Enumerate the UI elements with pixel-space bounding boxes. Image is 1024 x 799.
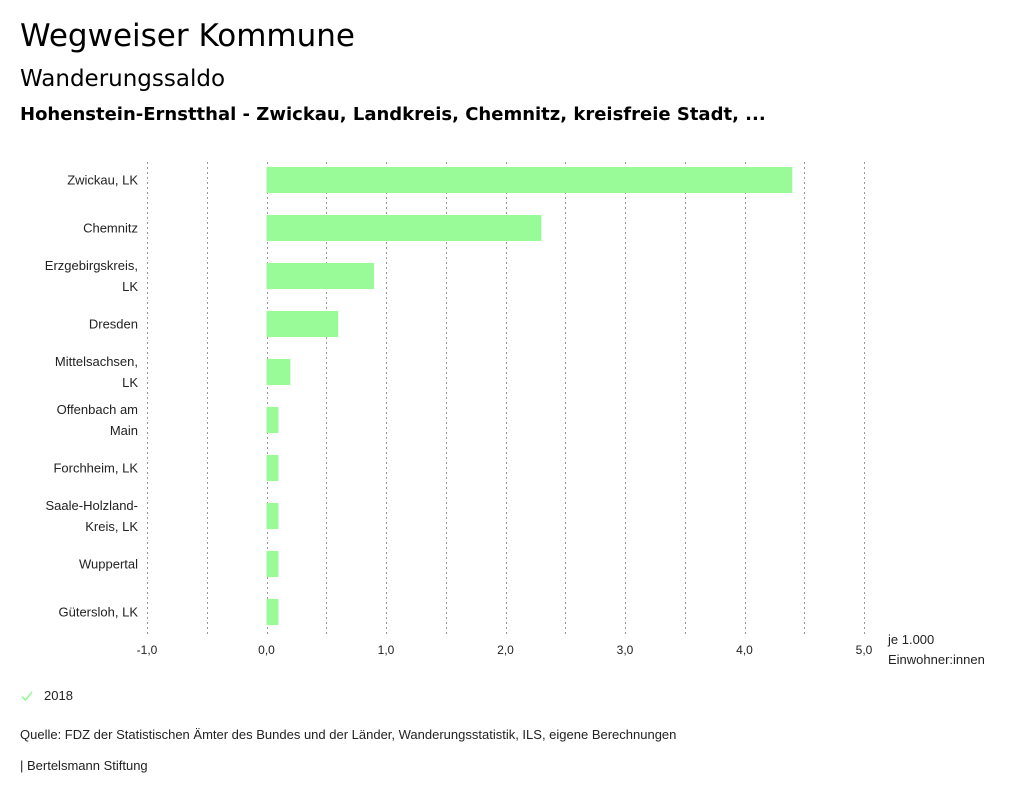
category-label: Gütersloh, LK [59, 605, 139, 620]
bar-9 [266, 551, 279, 577]
source-note: Quelle: FDZ der Statistischen Ämter des … [20, 727, 677, 742]
tick-label: 2,0 [497, 643, 514, 657]
bar-7 [266, 455, 279, 481]
category-label: Zwickau, LK [67, 173, 138, 188]
region-title: Hohenstein-Ernstthal - Zwickau, Landkrei… [20, 104, 766, 125]
tick-label: 5,0 [856, 643, 873, 657]
category-label: Offenbach am [57, 402, 138, 417]
bar-4 [266, 311, 339, 337]
category-label: Forchheim, LK [53, 461, 138, 476]
chart-subtitle: Wanderungssaldo [20, 66, 226, 92]
category-label: Main [110, 423, 138, 438]
category-label: Wuppertal [79, 557, 138, 572]
bars [266, 167, 793, 625]
page-title: Wegweiser Kommune [20, 18, 355, 54]
tick-label: 3,0 [617, 643, 634, 657]
bar-6 [266, 407, 279, 433]
category-label: Chemnitz [83, 221, 138, 236]
category-label: LK [122, 375, 138, 390]
category-label: Saale-Holzland- [46, 498, 139, 513]
tick-label: -1,0 [137, 643, 158, 657]
bar-1 [266, 167, 793, 193]
bar-10 [266, 599, 279, 625]
bar-chart: Zwickau, LK Chemnitz Erzgebirgskreis, LK Dre… [45, 162, 873, 657]
tick-label: 1,0 [378, 643, 395, 657]
category-labels: Zwickau, LK Chemnitz Erzgebirgskreis, LK Dre… [45, 173, 139, 620]
category-label: Erzgebirgskreis, [45, 258, 138, 273]
bar-3 [266, 263, 375, 289]
legend[interactable]: 2018 [20, 688, 73, 703]
category-label: Mittelsachsen, [55, 354, 138, 369]
legend-label-2018: 2018 [44, 688, 73, 703]
tick-label: 0,0 [258, 643, 275, 657]
category-label: Kreis, LK [85, 519, 138, 534]
x-axis-unit-line-2: Einwohner:innen [888, 652, 985, 667]
category-label: Dresden [89, 317, 138, 332]
tick-labels: -1,0 0,0 1,0 2,0 3,0 4,0 5,0 [137, 643, 873, 657]
tick-label: 4,0 [736, 643, 753, 657]
bar-2 [266, 215, 542, 241]
publisher-note: | Bertelsmann Stiftung [20, 758, 148, 773]
category-label: LK [122, 279, 138, 294]
check-icon [21, 690, 33, 701]
bar-5 [266, 359, 291, 385]
x-axis-unit-line-1: je 1.000 [888, 632, 935, 647]
bar-8 [266, 503, 279, 529]
x-axis-unit-label: je 1.000 Einwohner:innen [888, 630, 985, 670]
